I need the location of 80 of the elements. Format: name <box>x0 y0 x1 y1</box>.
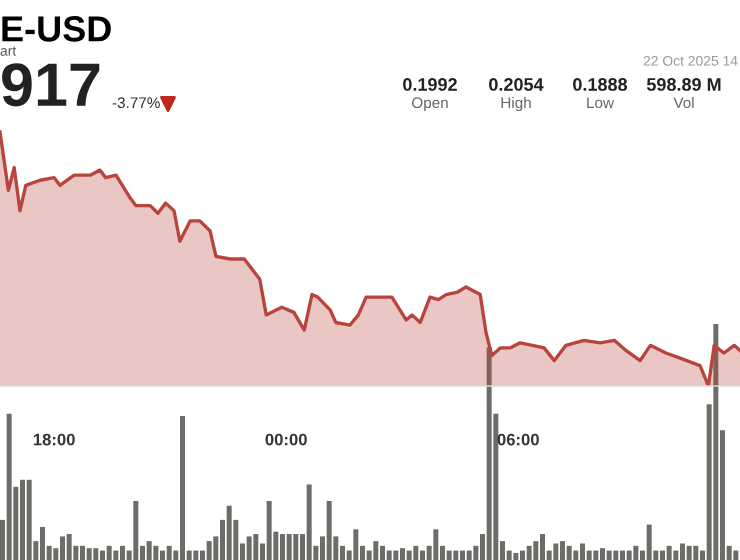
bar <box>626 550 632 560</box>
bar <box>280 534 285 560</box>
bar <box>60 536 65 560</box>
bar <box>100 550 105 560</box>
bar <box>253 534 259 560</box>
bar <box>526 545 532 560</box>
bar <box>693 545 699 560</box>
bar <box>6 413 12 560</box>
bar <box>553 543 559 560</box>
bar <box>413 545 419 560</box>
bar <box>106 545 112 560</box>
bar <box>540 534 545 560</box>
bar <box>673 550 679 560</box>
bar <box>193 550 199 560</box>
bar <box>686 545 692 560</box>
bar <box>393 550 399 560</box>
bar <box>226 505 232 560</box>
bar <box>733 550 739 560</box>
x-tick-label: 18:00 <box>33 433 75 446</box>
bar <box>593 550 599 560</box>
bar <box>606 550 612 560</box>
bar <box>586 550 592 560</box>
bar <box>680 543 685 560</box>
bar <box>160 550 165 560</box>
bar <box>66 534 72 560</box>
bar <box>666 545 672 560</box>
bar <box>520 550 525 560</box>
text: 0.1992 <box>403 78 457 91</box>
bar <box>266 501 272 560</box>
bar <box>600 548 605 560</box>
bar <box>460 550 465 560</box>
bar <box>633 545 639 560</box>
bar <box>353 529 359 560</box>
text: 917 <box>2 63 100 107</box>
bar <box>113 550 119 560</box>
bar <box>146 541 152 560</box>
bar <box>386 550 392 560</box>
bar <box>466 550 472 560</box>
bar <box>373 541 379 560</box>
bar <box>646 524 652 560</box>
bar <box>206 541 212 560</box>
bar <box>166 545 172 560</box>
bar <box>26 479 32 560</box>
text: 0.1888 <box>573 78 628 91</box>
bar <box>293 534 299 560</box>
bar <box>86 548 92 560</box>
bar <box>380 545 385 560</box>
bar <box>566 545 572 560</box>
bar <box>153 545 159 560</box>
bar <box>420 550 425 560</box>
bar <box>400 548 405 560</box>
bar <box>80 545 85 560</box>
bar <box>620 550 625 560</box>
bar <box>20 479 25 560</box>
bar <box>40 526 45 560</box>
bar <box>533 541 539 560</box>
bar <box>180 416 185 560</box>
bar <box>433 529 439 560</box>
bar <box>326 501 332 560</box>
bar <box>133 501 139 560</box>
bar <box>286 534 292 560</box>
chart-title: E-USD <box>2 16 111 42</box>
x-tick-label: 00:00 <box>265 433 307 446</box>
bar <box>246 536 252 560</box>
bar <box>513 552 519 560</box>
bar <box>446 550 452 560</box>
bar <box>573 550 579 560</box>
bar <box>580 543 585 560</box>
bar <box>660 550 665 560</box>
bar <box>560 541 565 560</box>
text: 0.2054 <box>489 78 544 91</box>
bar <box>713 324 719 560</box>
bar <box>120 545 125 560</box>
bar <box>486 347 492 560</box>
text: 598.89 M <box>646 78 721 91</box>
bar <box>93 548 99 560</box>
bar <box>613 550 619 560</box>
bar <box>406 550 412 560</box>
bar <box>453 550 459 560</box>
bar <box>306 484 312 560</box>
